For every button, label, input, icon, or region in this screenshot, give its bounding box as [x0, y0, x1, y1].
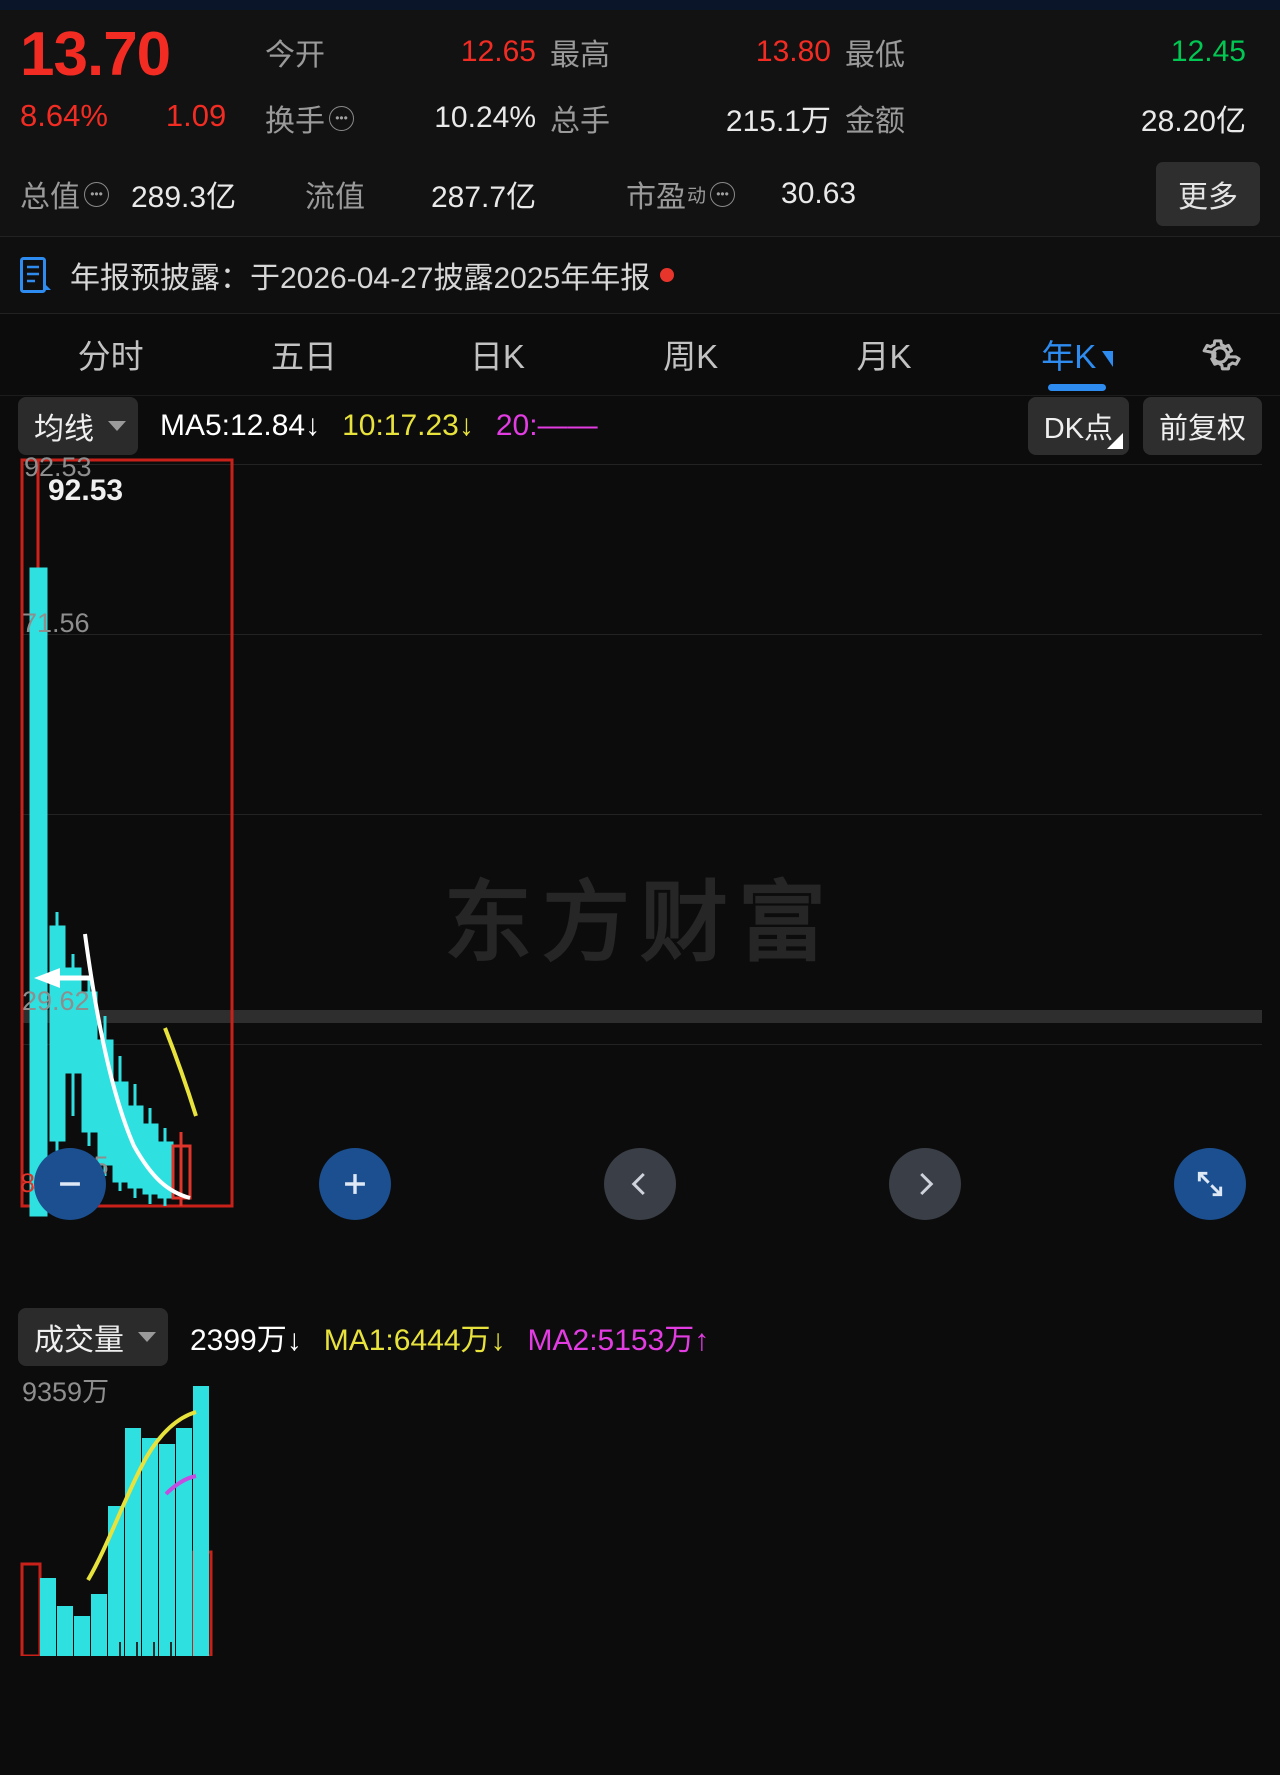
stat-pe-superscript: 动	[687, 185, 707, 207]
ma10-value: 10:17.23↓	[342, 409, 474, 442]
price-block: 13.70 8.64% 1.09	[20, 24, 265, 134]
ma20-value: 20:——	[495, 409, 598, 442]
annual-report-notice[interactable]: 年报预披露： 于2026-04-27披露2025年年报	[0, 236, 1280, 314]
stat-label-marketcap: 总值	[20, 172, 109, 216]
more-button[interactable]: 更多	[1156, 162, 1260, 226]
stat-value-low: 12.45	[1170, 35, 1246, 68]
axis-label-lower-mid: 29.62	[22, 986, 90, 1016]
tab-wuri[interactable]: 五日	[270, 337, 337, 375]
tab-yearly-k[interactable]: 年K	[981, 314, 1174, 396]
stat-value-marketcap: 289.3亿	[131, 181, 237, 214]
ma-indicator-row: 均线 MA5:12.84↓ 10:17.23↓ 20:—— DK点 前复权	[0, 396, 1280, 456]
stat-label-turnover: 换手	[265, 96, 385, 140]
tab-monthly-k[interactable]: 月K	[856, 337, 912, 375]
stat-value-high: 13.80	[755, 35, 831, 68]
fullscreen-button[interactable]	[1174, 1148, 1246, 1220]
volume-scale-top: 9359万	[22, 1377, 110, 1407]
stat-value-floatcap: 287.7亿	[431, 181, 537, 214]
price-chart[interactable]: 东方财富	[0, 456, 1280, 1308]
gear-icon	[1202, 338, 1241, 370]
stat-label-open: 今开	[265, 39, 325, 72]
tab-fenshi[interactable]: 分时	[77, 337, 144, 375]
quote-header: 13.70 8.64% 1.09 今开 12.65 最高 13.80 最低 12…	[0, 10, 1280, 236]
change-percent: 8.64%	[20, 98, 108, 133]
zoom-in-button[interactable]	[319, 1148, 391, 1220]
scroll-left-button[interactable]	[604, 1148, 676, 1220]
highlight-band	[22, 1010, 1262, 1023]
chevron-right-icon	[920, 1172, 934, 1196]
axis-label-upper-mid: 71.56	[22, 608, 90, 638]
candlestick-svg	[20, 458, 234, 1217]
chart-controls	[0, 1148, 1280, 1220]
axis-label-top: 92.53	[24, 456, 92, 482]
gridline	[22, 814, 1262, 815]
info-dots-icon[interactable]	[84, 181, 109, 207]
stat-value-open: 12.65	[460, 35, 536, 68]
dk-point-button[interactable]: DK点	[1027, 397, 1129, 455]
expand-arrows-icon	[1197, 1171, 1223, 1197]
stats-row-3: 总值 289.3亿 流值 287.7亿 市盈动 30.63 更多	[20, 162, 1260, 226]
stat-label-amount: 金额	[845, 105, 905, 138]
stat-value-volume: 215.1万	[725, 105, 831, 138]
unread-dot	[660, 268, 675, 282]
volume-ma2: MA2:5153万↑	[527, 1324, 710, 1357]
tab-weekly-k[interactable]: 周K	[663, 337, 719, 375]
gridline	[22, 634, 1262, 635]
status-bar	[0, 0, 1280, 10]
info-dots-icon[interactable]	[329, 105, 354, 131]
zoom-out-button[interactable]	[34, 1148, 106, 1220]
stat-label-high: 最高	[550, 39, 610, 72]
volume-chart[interactable]: 9359万	[0, 1366, 1280, 1656]
adjust-button[interactable]: 前复权	[1142, 397, 1262, 455]
scroll-right-button[interactable]	[889, 1148, 961, 1220]
volume-bars-svg	[20, 1386, 213, 1656]
plus-icon	[345, 1174, 365, 1194]
volume-selector[interactable]: 成交量	[18, 1308, 168, 1366]
stat-label-pe: 市盈动	[626, 172, 736, 216]
volume-indicator-row: 成交量 2399万↓ MA1:6444万↓ MA2:5153万↑	[0, 1308, 1280, 1366]
pointer-label-top: 92.53	[48, 474, 124, 507]
stat-value-amount: 28.20亿	[1140, 105, 1246, 138]
change-absolute: 1.09	[165, 98, 227, 133]
volume-ma1: MA1:6444万↓	[323, 1324, 506, 1357]
stats-grid: 今开 12.65 最高 13.80 最低 12.45 换手 10.24% 总手 …	[265, 24, 1260, 140]
document-icon	[20, 257, 52, 293]
ma5-value: MA5:12.84↓	[160, 409, 321, 442]
notice-body: 于2026-04-27披露2025年年报	[250, 262, 651, 295]
stat-label-floatcap: 流值	[305, 181, 365, 214]
stat-label-low: 最低	[845, 39, 905, 72]
tab-daily-k[interactable]: 日K	[469, 337, 525, 375]
chart-period-tabs: 分时 五日 日K 周K 月K 年K	[0, 314, 1280, 396]
minus-icon	[60, 1182, 80, 1186]
settings-button[interactable]	[1174, 331, 1266, 379]
stat-value-turnover: 10.24%	[434, 101, 536, 134]
chevron-down-icon	[108, 421, 126, 431]
ma-selector[interactable]: 均线	[18, 397, 138, 455]
stat-label-volume: 总手	[550, 105, 610, 138]
expand-corner-icon	[1106, 433, 1123, 449]
current-price: 13.70	[20, 20, 171, 89]
tab-expand-triangle-icon	[1102, 350, 1114, 367]
gridline	[22, 464, 1262, 465]
chevron-left-icon	[631, 1172, 645, 1196]
chevron-down-icon	[138, 1332, 156, 1342]
gridline	[22, 1044, 1262, 1045]
notice-title: 年报预披露：	[70, 262, 250, 295]
active-tab-underline	[1048, 383, 1107, 391]
info-dots-icon[interactable]	[710, 181, 736, 207]
volume-current: 2399万↓	[190, 1324, 302, 1357]
stat-value-pe: 30.63	[781, 177, 857, 210]
